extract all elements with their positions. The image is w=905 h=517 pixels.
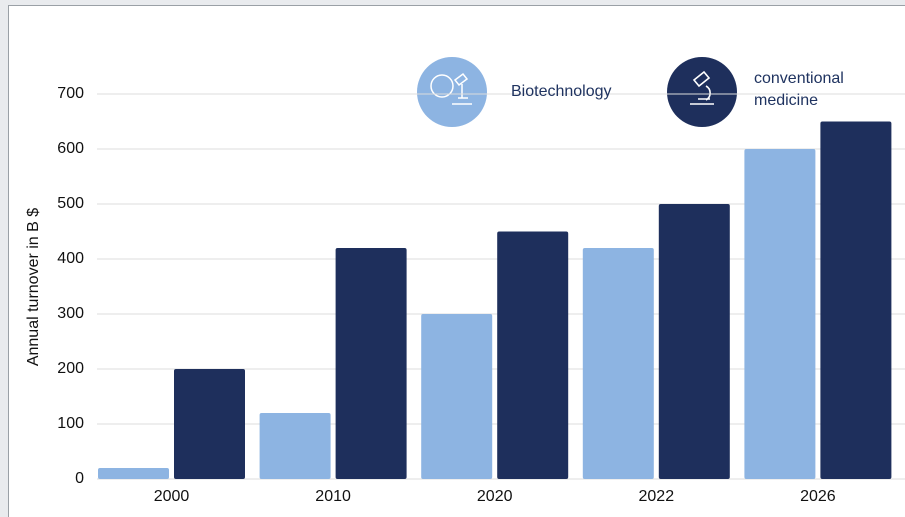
y-axis-label: Annual turnover in B $ — [25, 208, 42, 366]
legend-icon-biotech — [417, 57, 487, 127]
bar — [98, 468, 169, 479]
x-tick-label: 2022 — [639, 488, 675, 505]
bar — [335, 248, 407, 479]
bar — [582, 248, 654, 479]
y-tick-label: 700 — [57, 85, 84, 102]
x-tick-label: 2026 — [800, 488, 836, 505]
y-tick-label: 100 — [57, 415, 84, 432]
bar — [497, 231, 569, 479]
bar — [421, 314, 493, 479]
legend-icon-conventional — [667, 57, 737, 127]
legend-label: conventional medicine — [754, 70, 844, 109]
bar — [259, 413, 331, 479]
x-tick-label: 2010 — [315, 488, 351, 505]
y-tick-label: 400 — [57, 250, 84, 267]
bar — [174, 369, 245, 479]
y-tick-label: 0 — [75, 470, 84, 487]
y-tick-label: 500 — [57, 195, 84, 212]
y-tick-label: 300 — [57, 305, 84, 322]
legend-label: Biotechnology — [511, 83, 612, 100]
bar — [744, 149, 816, 479]
bar — [658, 204, 730, 479]
y-tick-label: 200 — [57, 360, 84, 377]
x-tick-label: 2020 — [477, 488, 513, 505]
x-tick-label: 2000 — [154, 488, 190, 505]
y-tick-label: 600 — [57, 140, 84, 157]
bar — [820, 121, 892, 479]
